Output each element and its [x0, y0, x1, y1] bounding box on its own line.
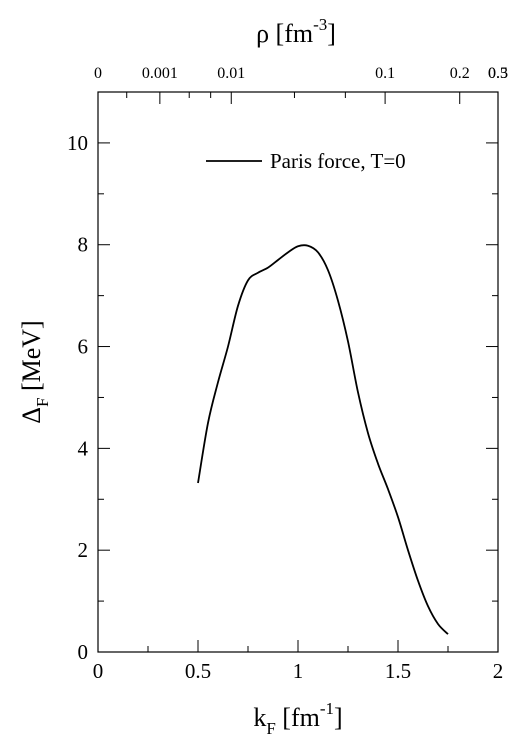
y-axis-label: ΔF [MeV] [17, 320, 52, 423]
top-axis-label-sup: -3 [313, 15, 327, 34]
top-axis-label: ρ [fm-3] [256, 15, 336, 48]
y-axis-label-unit: [MeV] [17, 320, 46, 397]
x-axis-label-sub: F [266, 719, 275, 738]
x-tick-label: 2 [493, 659, 504, 683]
top-tick-label: 0.01 [217, 65, 245, 82]
x-tick-label: 0.5 [185, 659, 211, 683]
series-line-paris-force [197, 244, 449, 635]
top-tick-label: 0.001 [142, 65, 178, 82]
top-tick-label: 0.3 [488, 65, 508, 82]
y-tick-label: 6 [78, 335, 89, 359]
x-axis-label-close: ] [334, 703, 343, 732]
y-tick-label: 8 [78, 233, 89, 257]
curve-layer [197, 244, 449, 635]
y-tick-label: 10 [67, 131, 88, 155]
top-tick-label: 0.2 [450, 65, 470, 82]
y-axis-label-sub: F [33, 398, 52, 407]
y-tick-label: 4 [78, 436, 89, 460]
top-axis-label-main: ρ [256, 19, 269, 48]
x-tick-label: 1.5 [385, 659, 411, 683]
x-tick-label: 0 [93, 659, 104, 683]
top-tick-label: 0 [94, 65, 102, 82]
plot-frame [97, 91, 499, 653]
x-axis-label-unit: [fm [276, 703, 320, 732]
x-axis-label: kF [fm-1] [253, 699, 342, 738]
top-tick-label: 0.1 [375, 65, 395, 82]
x-axis-label-main: k [253, 703, 266, 732]
y-tick-label: 0 [78, 640, 89, 664]
x-axis-label-sup: -1 [320, 699, 334, 718]
y-axis-label-main: Δ [17, 407, 46, 424]
legend: Paris force, T=0 [206, 149, 406, 173]
top-tick-label: 0.5 [488, 65, 508, 82]
y-tick-label: 2 [78, 538, 89, 562]
top-axis-label-unit: [fm [269, 19, 313, 48]
legend-entry-paris-force: Paris force, T=0 [270, 149, 406, 173]
top-axis-label-close: ] [327, 19, 336, 48]
x-tick-label: 1 [293, 659, 304, 683]
